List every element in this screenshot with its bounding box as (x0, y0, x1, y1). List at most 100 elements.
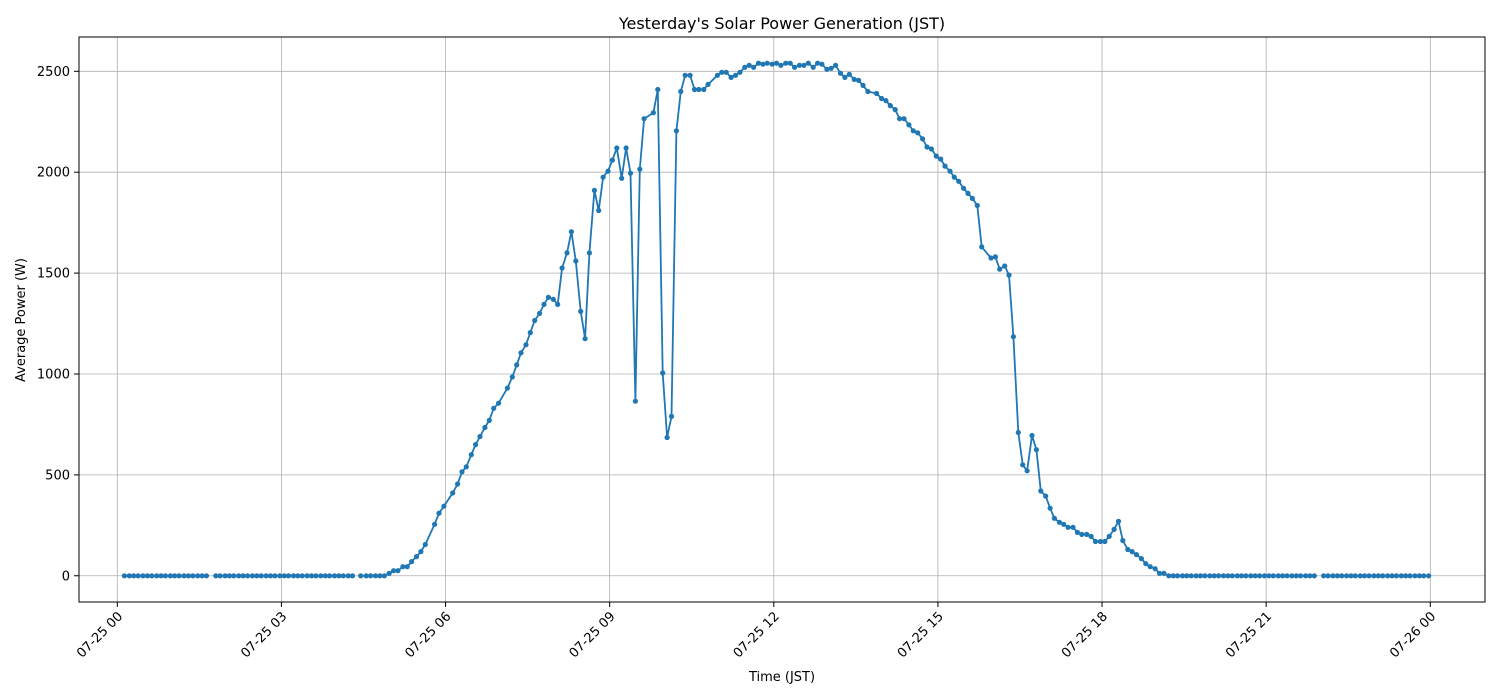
data-point (345, 573, 351, 579)
data-point (1138, 556, 1144, 562)
data-point (1252, 573, 1258, 579)
data-point (1229, 573, 1235, 579)
data-point (413, 554, 420, 560)
data-point (910, 128, 916, 134)
data-point (149, 573, 155, 579)
data-point (1416, 573, 1422, 579)
data-point (318, 573, 324, 579)
data-point (609, 157, 616, 163)
data-point (222, 573, 228, 579)
data-point (496, 400, 502, 406)
data-point (769, 61, 775, 67)
data-point (199, 573, 205, 579)
data-point (254, 573, 260, 579)
data-point (1074, 529, 1080, 536)
data-point (851, 76, 857, 82)
data-point (755, 60, 762, 66)
data-point (586, 250, 593, 256)
data-point (696, 86, 702, 93)
y-tick-label: 2500 (37, 65, 70, 80)
data-point (660, 370, 666, 376)
data-point (860, 82, 866, 88)
data-point (477, 433, 483, 440)
data-point (564, 250, 570, 256)
data-point (172, 573, 178, 579)
data-point (632, 398, 639, 404)
data-point (236, 573, 242, 579)
data-point (459, 469, 465, 475)
series-layer (121, 60, 1432, 579)
data-point (856, 77, 862, 83)
data-point (340, 573, 346, 579)
data-point (815, 60, 821, 66)
data-point (377, 573, 383, 579)
data-point (1097, 538, 1103, 545)
data-point (992, 254, 999, 260)
data-point (1020, 462, 1026, 468)
data-point (327, 573, 333, 579)
data-point (1403, 573, 1409, 579)
data-point (418, 549, 424, 555)
data-point (650, 110, 657, 116)
data-point (486, 417, 492, 423)
data-point (951, 174, 957, 180)
data-point (682, 72, 688, 78)
data-point (473, 442, 479, 448)
data-point (545, 294, 552, 300)
data-point (1092, 538, 1099, 545)
data-point (1029, 432, 1035, 439)
data-point (1243, 573, 1249, 579)
data-point (336, 573, 342, 579)
data-point (1079, 531, 1085, 538)
data-point (865, 88, 871, 95)
data-point (732, 72, 739, 78)
data-point (267, 573, 274, 579)
data-point (363, 573, 369, 579)
data-point (961, 185, 967, 191)
data-point (258, 573, 264, 579)
data-point (1289, 573, 1295, 579)
data-point (901, 116, 907, 122)
data-point (664, 434, 670, 441)
data-point (1015, 429, 1021, 436)
data-point (450, 490, 456, 496)
data-point (678, 88, 684, 95)
data-point (969, 195, 976, 201)
data-point (1348, 573, 1354, 579)
data-point (760, 61, 766, 67)
data-point (381, 573, 387, 579)
data-point (1303, 573, 1309, 579)
data-point (1421, 573, 1427, 579)
data-point (1084, 531, 1090, 538)
data-point (272, 573, 278, 579)
data-point (714, 72, 721, 78)
data-point (974, 202, 980, 209)
data-point (299, 573, 305, 579)
data-point (1147, 564, 1153, 570)
y-axis: 0 500 1000 1500 2000 2500 (37, 65, 79, 584)
data-point (1261, 573, 1268, 579)
data-point (422, 541, 428, 548)
y-tick-label: 0 (62, 569, 70, 584)
data-point (568, 229, 575, 235)
data-point (1393, 573, 1399, 579)
data-point (322, 573, 328, 579)
data-point (1426, 573, 1432, 579)
data-point (1248, 573, 1254, 579)
data-point (1156, 570, 1163, 576)
chart-title: Yesterday's Solar Power Generation (JST) (618, 14, 945, 33)
data-point (1307, 573, 1313, 579)
data-point (559, 265, 565, 271)
data-point (463, 464, 469, 470)
data-point (349, 573, 356, 579)
data-point (614, 145, 620, 151)
data-point (1129, 549, 1135, 555)
data-point (1234, 573, 1240, 579)
data-point (1038, 488, 1044, 494)
data-point (956, 178, 962, 184)
data-point (1125, 546, 1131, 553)
data-point (773, 60, 780, 66)
data-point (691, 86, 698, 93)
data-point (523, 342, 529, 348)
